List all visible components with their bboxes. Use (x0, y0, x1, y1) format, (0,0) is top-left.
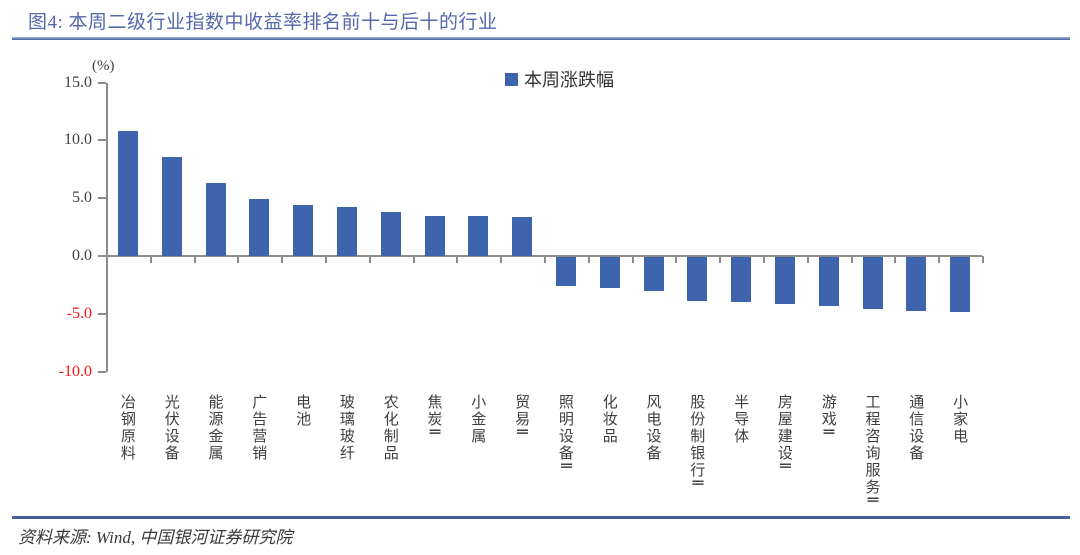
category-label: 能源金属 (206, 394, 224, 462)
category-label: 化妆品 (600, 394, 618, 445)
category-label: 电池 (294, 394, 312, 428)
x-axis-tick (938, 256, 941, 263)
bar (161, 156, 182, 256)
source-note: 资料来源: Wind, 中国银河证券研究院 (18, 528, 293, 547)
x-axis-tick (193, 256, 196, 263)
x-axis-tick (719, 256, 722, 263)
chart-legend: 本周涨跌幅 (505, 66, 614, 92)
category-label: 房屋建设Ⅱ (775, 394, 793, 472)
category-label: 风电设备 (644, 394, 662, 462)
category-label: 焦炭Ⅱ (425, 394, 443, 438)
bar (643, 257, 664, 291)
y-axis-tick (98, 197, 106, 200)
bar (468, 215, 489, 256)
y-axis-tick (98, 370, 106, 373)
category-label: 广告营销 (250, 394, 268, 462)
y-tick-label: 0.0 (72, 247, 92, 264)
category-label: 农化制品 (381, 394, 399, 462)
x-axis-tick (456, 256, 459, 263)
y-axis-unit-label: (%) (92, 58, 115, 74)
bar (293, 205, 314, 256)
bar (555, 257, 576, 286)
bar (818, 257, 839, 306)
x-axis-tick (806, 256, 809, 263)
bar (599, 257, 620, 289)
bar (774, 257, 795, 305)
bar (950, 257, 971, 313)
bar (117, 131, 138, 256)
x-axis-tick (631, 256, 634, 263)
bar (862, 257, 883, 310)
category-label: 冶钢原料 (118, 394, 136, 462)
x-axis-tick (544, 256, 546, 263)
y-axis-tick (98, 81, 106, 84)
x-axis-tick (587, 256, 590, 263)
x-axis-tick (675, 256, 678, 263)
y-tick-label: 5.0 (72, 189, 92, 207)
y-tick-label: 15.0 (64, 73, 92, 91)
figure-title: 图4: 本周二级行业指数中收益率排名前十与后十的行业 (28, 12, 498, 33)
y-axis-tick (98, 139, 106, 142)
title-divider (12, 37, 1070, 40)
y-axis-tick (98, 312, 106, 315)
category-label: 半导体 (732, 394, 750, 445)
y-axis-tick (98, 255, 106, 257)
category-label: 贸易Ⅱ (513, 394, 531, 438)
legend-swatch (505, 72, 518, 86)
bar (512, 216, 533, 256)
x-axis-tick (412, 256, 415, 263)
category-label: 股份制银行Ⅱ (688, 394, 706, 489)
category-label: 通信设备 (907, 394, 925, 462)
bar (687, 257, 708, 301)
x-axis-tick (894, 256, 897, 263)
y-tick-label: -5.0 (66, 304, 92, 322)
x-axis-tick (106, 256, 108, 263)
x-axis-tick (325, 256, 327, 263)
category-label: 光伏设备 (162, 394, 180, 462)
x-axis-tick (237, 256, 240, 263)
x-axis-tick (281, 256, 284, 263)
x-axis-tick (149, 256, 152, 263)
bar (380, 212, 401, 256)
y-axis-line (106, 82, 108, 372)
y-tick-label: -10.0 (58, 362, 92, 380)
y-tick-label: 10.0 (64, 131, 92, 149)
bar (205, 183, 226, 256)
x-axis-tick (982, 256, 984, 263)
bar (424, 215, 445, 256)
x-axis-tick (850, 256, 853, 263)
bar (731, 257, 752, 303)
category-label: 工程咨询服务Ⅱ (863, 394, 881, 506)
bar (249, 199, 270, 256)
legend-label: 本周涨跌幅 (524, 70, 614, 90)
category-label: 小家电 (951, 394, 969, 445)
category-label: 照明设备Ⅱ (556, 394, 574, 472)
bar (336, 207, 357, 256)
footer-divider (12, 516, 1070, 519)
bar (906, 257, 927, 312)
weekly-return-bar-chart: (%) 本周涨跌幅 15.0 10.0 5.0 0.0 -5.0 -10.0 冶钢原料 光伏设… (0, 40, 1080, 516)
x-axis-tick (763, 256, 765, 263)
category-label: 玻璃玻纤 (337, 394, 355, 462)
category-label: 游戏Ⅱ (819, 394, 837, 438)
x-axis-tick (500, 256, 503, 263)
category-label: 小金属 (469, 394, 487, 445)
x-axis-tick (368, 256, 371, 263)
